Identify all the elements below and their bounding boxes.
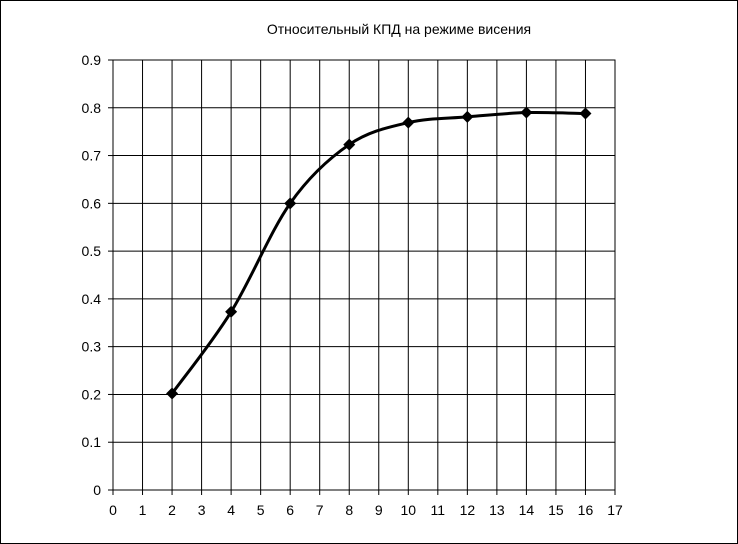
x-axis-tick-labels: 0 1 2 3 4 5 6 7 8 9 10 11 12 13 14 15 16 17 bbox=[109, 502, 623, 518]
y-tick-label: 0.2 bbox=[82, 386, 102, 402]
x-tick-label: 16 bbox=[578, 502, 594, 518]
x-tick-label: 14 bbox=[519, 502, 535, 518]
y-tick-label: 0.7 bbox=[82, 148, 102, 164]
chart-title: Относительный КПД на режиме висения bbox=[267, 21, 531, 37]
data-point-marker bbox=[461, 110, 474, 123]
x-tick-label: 8 bbox=[345, 502, 353, 518]
y-tick-label: 0.8 bbox=[82, 100, 102, 116]
y-tick-label: 0.5 bbox=[82, 243, 102, 259]
y-axis-tick-labels: 0 0.1 0.2 0.3 0.4 0.5 0.6 0.7 0.8 0.9 bbox=[82, 52, 102, 498]
data-point-marker bbox=[343, 138, 356, 151]
y-tick-label: 0.3 bbox=[82, 339, 102, 355]
data-point-marker bbox=[284, 197, 297, 210]
x-tick-label: 5 bbox=[257, 502, 265, 518]
data-point-marker bbox=[225, 305, 238, 318]
y-tick-label: 0.9 bbox=[82, 52, 102, 68]
grid bbox=[108, 59, 616, 495]
data-point-marker bbox=[402, 116, 415, 129]
x-tick-label: 10 bbox=[401, 502, 417, 518]
x-tick-label: 17 bbox=[607, 502, 623, 518]
data-markers bbox=[166, 106, 592, 400]
x-tick-label: 0 bbox=[109, 502, 117, 518]
x-tick-label: 11 bbox=[431, 502, 446, 518]
x-tick-label: 15 bbox=[548, 502, 564, 518]
y-tick-label: 0 bbox=[93, 482, 101, 498]
x-tick-label: 1 bbox=[139, 502, 147, 518]
x-tick-label: 13 bbox=[489, 502, 505, 518]
y-tick-label: 0.6 bbox=[82, 195, 102, 211]
x-tick-label: 12 bbox=[460, 502, 476, 518]
x-tick-label: 3 bbox=[198, 502, 206, 518]
data-point-marker bbox=[166, 387, 179, 400]
data-point-marker bbox=[520, 106, 533, 119]
y-tick-label: 0.4 bbox=[82, 291, 102, 307]
x-tick-label: 4 bbox=[227, 502, 235, 518]
y-tick-label: 0.1 bbox=[82, 434, 102, 450]
data-point-marker bbox=[579, 107, 592, 120]
x-tick-label: 2 bbox=[168, 502, 176, 518]
x-tick-label: 6 bbox=[286, 502, 294, 518]
plot-area bbox=[112, 59, 616, 491]
x-tick-label: 9 bbox=[375, 502, 383, 518]
x-tick-label: 7 bbox=[316, 502, 324, 518]
